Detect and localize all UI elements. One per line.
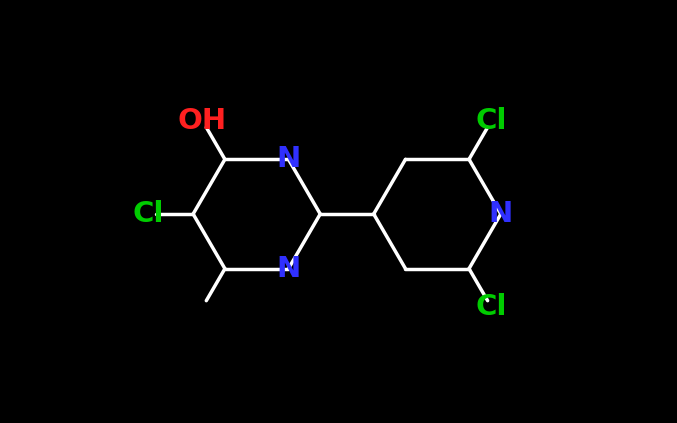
Text: Cl: Cl [476,107,507,135]
Text: Cl: Cl [133,200,164,228]
Text: N: N [276,146,301,173]
Text: N: N [276,255,301,283]
Text: Cl: Cl [476,293,507,321]
Text: N: N [489,200,513,228]
Text: OH: OH [178,107,227,135]
